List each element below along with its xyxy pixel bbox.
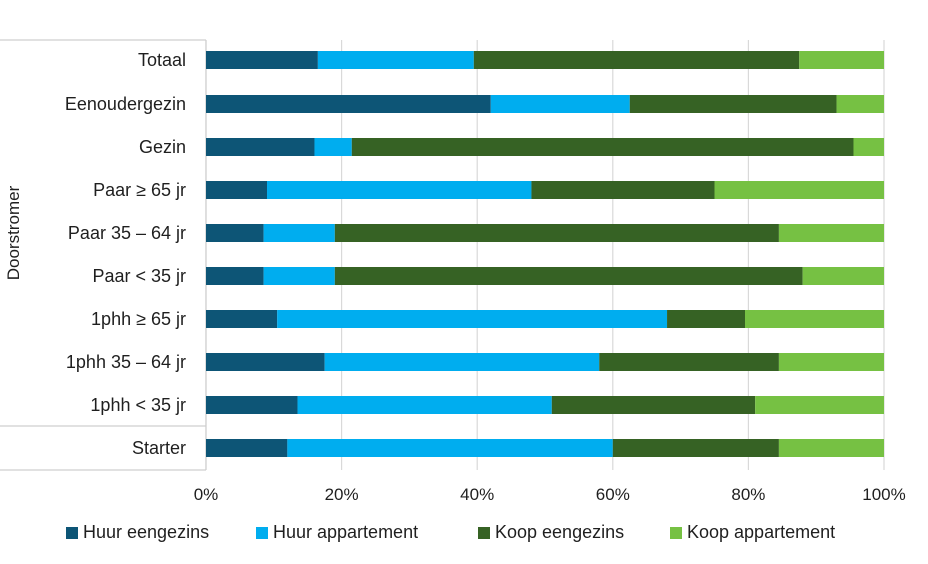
- x-tick-label-3: 60%: [596, 485, 630, 504]
- group-label-doorstromer: Doorstromer: [4, 185, 23, 280]
- bar-5-3: [802, 267, 884, 285]
- bar-7-0: [206, 353, 325, 371]
- legend-label-2: Koop eengezins: [495, 522, 624, 542]
- bar-1-3: [836, 95, 884, 113]
- bar-4-0: [206, 224, 264, 242]
- category-label-8: 1phh < 35 jr: [90, 395, 186, 415]
- bar-2-1: [314, 138, 352, 156]
- bar-3-1: [267, 181, 532, 199]
- bar-7-2: [599, 353, 779, 371]
- x-tick-label-4: 80%: [731, 485, 765, 504]
- bar-3-0: [206, 181, 268, 199]
- bar-6-3: [745, 310, 884, 328]
- bar-5-0: [206, 267, 264, 285]
- category-label-3: Paar ≥ 65 jr: [93, 180, 186, 200]
- bar-0-2: [473, 51, 800, 69]
- bar-1-2: [629, 95, 837, 113]
- bar-7-3: [778, 353, 884, 371]
- category-label-6: 1phh ≥ 65 jr: [91, 309, 186, 329]
- x-tick-label-2: 40%: [460, 485, 494, 504]
- bar-4-3: [778, 224, 884, 242]
- bar-0-1: [317, 51, 474, 69]
- category-label-9: Starter: [132, 438, 186, 458]
- x-tick-label-0: 0%: [194, 485, 219, 504]
- bar-4-2: [334, 224, 779, 242]
- x-tick-label-1: 20%: [325, 485, 359, 504]
- category-label-0: Totaal: [138, 50, 186, 70]
- x-tick-labels: 0% 20% 40% 60% 80% 100%: [194, 485, 906, 504]
- legend-swatch-3: [670, 527, 682, 539]
- category-label-7: 1phh 35 – 64 jr: [66, 352, 186, 372]
- bar-6-1: [277, 310, 668, 328]
- legend-swatch-2: [478, 527, 490, 539]
- bars: [206, 51, 884, 457]
- bar-2-3: [853, 138, 884, 156]
- bar-9-2: [612, 439, 779, 457]
- bar-0-3: [799, 51, 884, 69]
- bar-9-3: [778, 439, 884, 457]
- category-label-1: Eenoudergezin: [65, 94, 186, 114]
- category-labels: Totaal Eenoudergezin Gezin Paar ≥ 65 jr Paar…: [65, 50, 186, 458]
- legend-label-3: Koop appartement: [687, 522, 835, 542]
- bar-5-2: [334, 267, 803, 285]
- legend-label-0: Huur eengezins: [83, 522, 209, 542]
- category-label-2: Gezin: [139, 137, 186, 157]
- bar-9-0: [206, 439, 288, 457]
- bar-8-2: [551, 396, 756, 414]
- legend-label-1: Huur appartement: [273, 522, 418, 542]
- bar-2-2: [351, 138, 854, 156]
- bar-4-1: [263, 224, 335, 242]
- bar-0-0: [206, 51, 318, 69]
- x-tick-label-5: 100%: [862, 485, 905, 504]
- bar-3-3: [714, 181, 884, 199]
- bar-6-0: [206, 310, 278, 328]
- category-label-4: Paar 35 – 64 jr: [68, 223, 186, 243]
- legend-swatch-1: [256, 527, 268, 539]
- legend: Huur eengezins Huur appartement Koop eenge…: [66, 522, 835, 542]
- bar-8-0: [206, 396, 298, 414]
- bar-1-0: [206, 95, 491, 113]
- bar-6-2: [667, 310, 746, 328]
- bar-8-1: [297, 396, 552, 414]
- bar-5-1: [263, 267, 335, 285]
- legend-swatch-0: [66, 527, 78, 539]
- bar-1-1: [490, 95, 630, 113]
- bar-8-3: [755, 396, 884, 414]
- category-label-5: Paar < 35 jr: [92, 266, 186, 286]
- bar-9-1: [287, 439, 613, 457]
- bar-7-1: [324, 353, 600, 371]
- bar-3-2: [531, 181, 715, 199]
- bar-2-0: [206, 138, 315, 156]
